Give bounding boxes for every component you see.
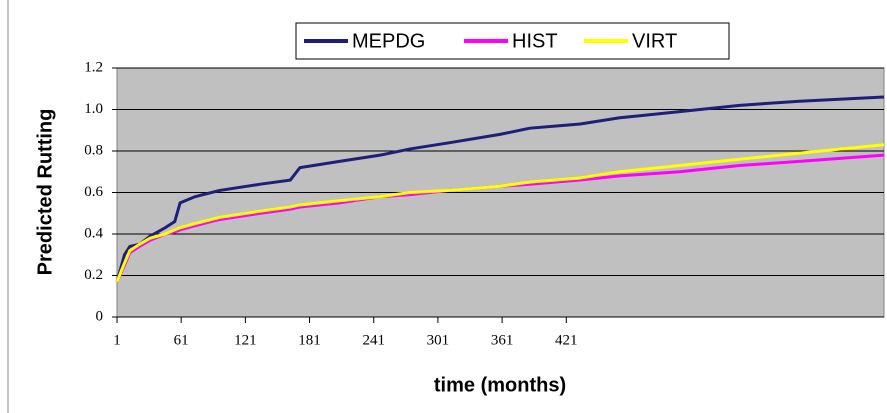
x-tick-label: 421 [555, 332, 578, 348]
x-tick-label: 301 [427, 332, 450, 348]
x-tick-label: 361 [491, 332, 514, 348]
y-tick-label: 0.2 [84, 267, 103, 283]
y-tick-label: 1.2 [84, 59, 103, 75]
legend-box [295, 22, 730, 60]
legend: MEPDG HIST VIRT [295, 22, 730, 60]
y-tick-label: 0.6 [84, 184, 103, 200]
x-tick-label: 1 [113, 332, 121, 348]
series-line [115, 143, 885, 283]
y-axis-title: Predicted Rutting [34, 109, 56, 276]
legend-label: HIST [512, 30, 558, 52]
x-axis-title: time (months) [434, 374, 566, 396]
y-tick-label: 1.0 [84, 101, 103, 117]
x-tick-label: 61 [174, 332, 189, 348]
y-tick-label: 0.4 [84, 225, 103, 241]
x-tick-label: 181 [298, 332, 321, 348]
series-line [115, 153, 885, 283]
x-tick-label: 241 [362, 332, 385, 348]
y-tick-label: 0.8 [84, 142, 103, 158]
x-tick-label: 121 [234, 332, 257, 348]
legend-label: MEPDG [352, 30, 425, 52]
series-line [115, 95, 885, 283]
legend-label: VIRT [632, 30, 677, 52]
y-tick-label: 0 [96, 308, 104, 324]
